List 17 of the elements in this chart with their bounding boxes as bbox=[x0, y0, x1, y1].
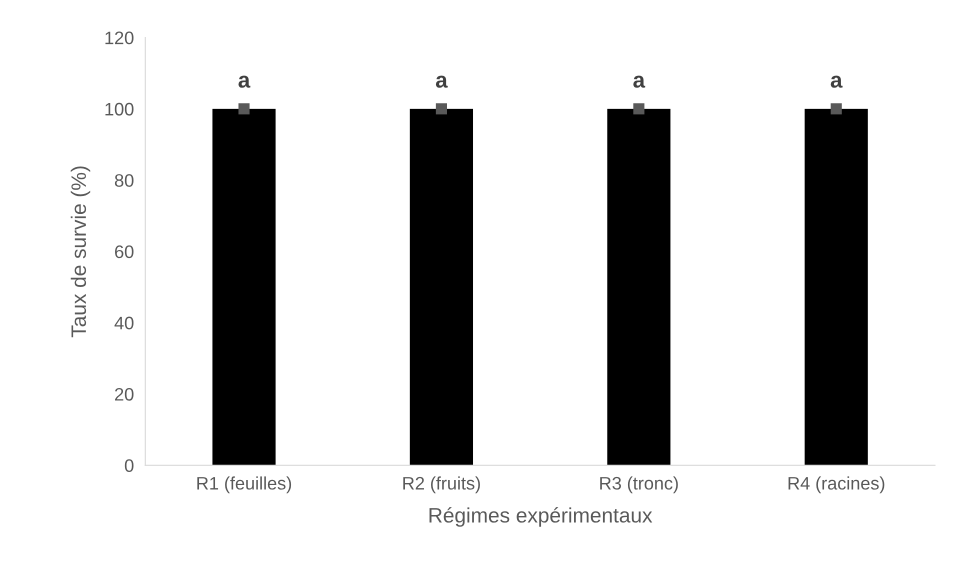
y-tick-label: 60 bbox=[115, 245, 134, 258]
y-tick-label: 40 bbox=[114, 316, 134, 330]
x-tick-label: R3 (tronc) bbox=[600, 476, 678, 494]
x-tick-label: R2 (fruits) bbox=[403, 476, 480, 494]
y-axis-title: Taux de survie (%) bbox=[70, 166, 90, 338]
y-tick-label: 20 bbox=[115, 388, 134, 401]
y-tick-label: 120 bbox=[105, 32, 134, 44]
y-tick-label: 100 bbox=[105, 102, 134, 116]
annotation: a bbox=[238, 76, 250, 88]
annotation: a bbox=[633, 76, 646, 88]
y-tick-label: 0 bbox=[124, 459, 134, 472]
y-tick-label: 80 bbox=[114, 174, 134, 187]
annotation: a bbox=[436, 76, 448, 88]
x-tick-label: R4 (racines) bbox=[788, 476, 884, 494]
annotation: a bbox=[830, 76, 843, 88]
x-axis-title: Régimes expérimentaux bbox=[430, 507, 652, 527]
x-tick-label: R1 (feuilles) bbox=[197, 476, 292, 494]
